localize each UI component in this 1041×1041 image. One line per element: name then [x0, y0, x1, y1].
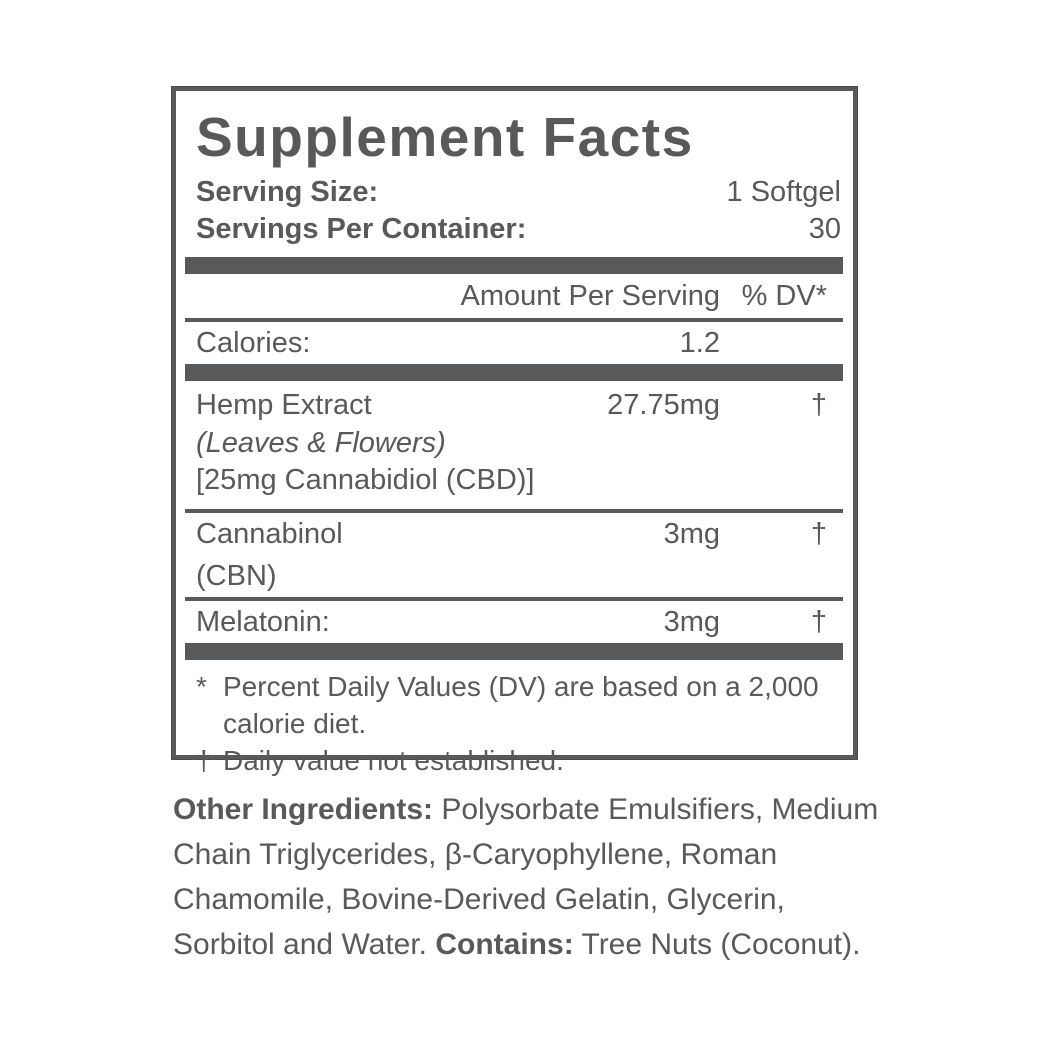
footnote-text: Percent Daily Values (DV) are based on a… — [223, 670, 819, 739]
serving-size-label: Serving Size: — [196, 175, 379, 208]
serving-size-value: 1 Softgel — [726, 175, 841, 208]
ingredient-row-melatonin: Melatonin: 3mg † — [176, 601, 853, 643]
divider-rule-thin — [185, 317, 843, 322]
ingredient-dv-dagger: † — [810, 388, 827, 421]
contains-text: Tree Nuts (Coconut). — [573, 928, 861, 961]
footnote-daily-value: † Daily value not established. — [196, 742, 841, 779]
ingredient-name: Melatonin: — [196, 605, 330, 638]
contains-label: Contains: — [435, 928, 574, 961]
ingredient-amount: 27.75mg — [607, 388, 720, 421]
footnote-percent-dv: * Percent Daily Values (DV) are based on… — [196, 668, 841, 742]
calories-amount: 1.2 — [679, 326, 720, 359]
column-header-amount: Amount Per Serving — [460, 279, 720, 312]
calories-row: Calories: 1.2 — [176, 322, 853, 364]
ingredient-subline-cbd: [25mg Cannabidiol (CBD)] — [196, 463, 535, 496]
divider-bar-thick — [185, 256, 843, 274]
other-ingredients-label: Other Ingredients: — [173, 793, 434, 826]
calories-label: Calories: — [196, 326, 311, 359]
divider-rule-thin — [185, 596, 843, 601]
ingredient-amount: 3mg — [663, 605, 720, 638]
ingredient-amount: 3mg — [663, 517, 720, 550]
footnote-text: Daily value not established. — [223, 744, 564, 776]
column-header-dv: % DV* — [741, 279, 827, 312]
ingredient-subline-source: (Leaves & Flowers) — [196, 426, 446, 459]
footnotes: * Percent Daily Values (DV) are based on… — [176, 660, 853, 779]
supplement-facts-panel: Supplement Facts Serving Size: 1 Softgel… — [172, 87, 857, 776]
ingredient-dv-dagger: † — [810, 605, 827, 638]
divider-bar-thick — [185, 642, 843, 660]
servings-per-container-row: Servings Per Container: 30 — [176, 211, 853, 248]
divider-bar-thick — [185, 363, 843, 381]
servings-per-container-value: 30 — [808, 212, 841, 245]
ingredient-row-hemp-extract: Hemp Extract 27.75mg † (Leaves & Flowers… — [176, 381, 853, 509]
ingredient-dv-dagger: † — [810, 517, 827, 550]
serving-size-row: Serving Size: 1 Softgel — [176, 174, 853, 211]
dagger-symbol: † — [196, 744, 212, 776]
asterisk-symbol: * — [196, 670, 207, 702]
ingredient-name: Hemp Extract — [196, 388, 372, 421]
table-row: Hemp Extract 27.75mg † — [176, 381, 853, 425]
ingredient-row-cannabinol: Cannabinol (CBN) 3mg † — [176, 513, 853, 597]
panel-title: Supplement Facts — [196, 106, 694, 168]
other-ingredients-paragraph: Other Ingredients: Polysorbate Emulsifie… — [173, 787, 889, 967]
column-header-row: Amount Per Serving % DV* — [176, 274, 853, 318]
divider-rule-thin — [185, 508, 843, 513]
servings-per-container-label: Servings Per Container: — [196, 212, 527, 245]
other-ingredients-text: Polysorbate Emulsifiers, Medium Chain Tr… — [173, 793, 879, 961]
ingredient-name: Cannabinol (CBN) — [196, 517, 343, 592]
